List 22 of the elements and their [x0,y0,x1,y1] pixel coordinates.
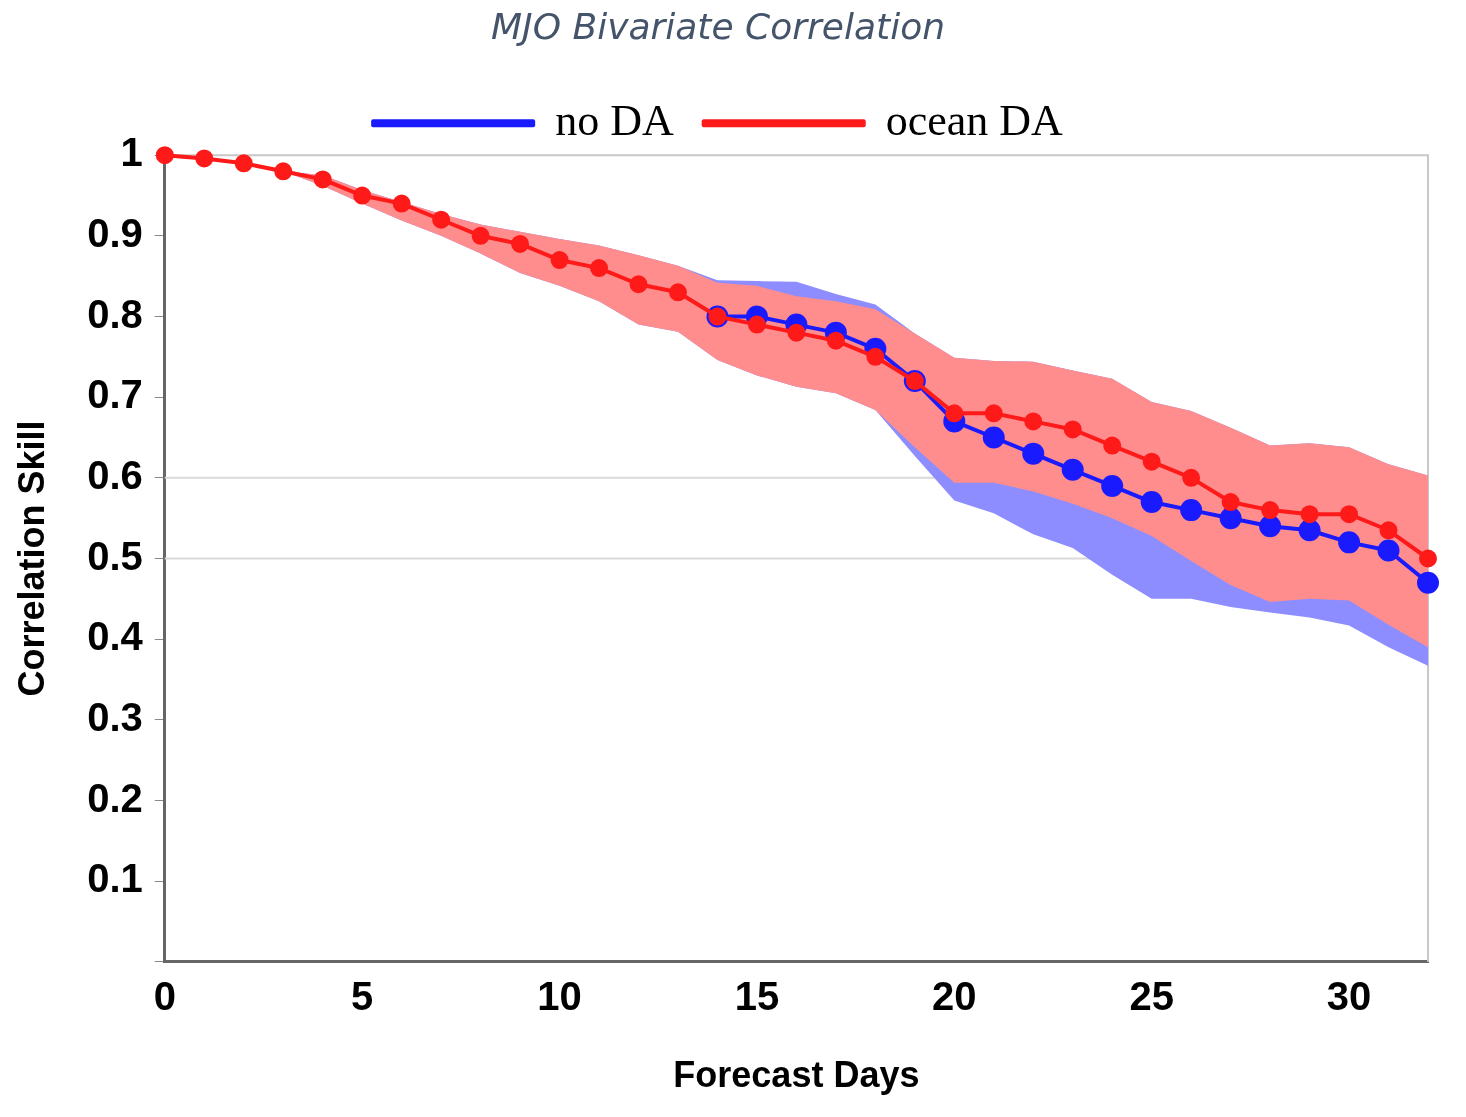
x-tick-label: 30 [1326,973,1372,1018]
legend-label: ocean DA [885,95,1064,145]
y-tick-label: 0.6 [87,452,143,497]
y-tick-label: 0.4 [87,614,144,659]
y-tick-label: 0.2 [87,775,143,820]
x-axis-title: Forecast Days [673,1054,920,1096]
y-tick-label: 0.5 [87,533,143,578]
x-tick-label: 5 [351,973,374,1018]
y-tick-label: 0.3 [87,694,143,739]
x-tick-label: 25 [1129,973,1174,1018]
legend-label: no DA [555,95,674,145]
x-tick-label: 0 [153,973,176,1018]
x-tick-label: 20 [932,973,977,1018]
x-tick-label: 10 [537,973,582,1018]
y-tick-label: 0.8 [87,291,143,336]
x-tick-label: 15 [734,973,780,1018]
y-tick-label: 0.7 [87,372,143,417]
chart-title: MJO Bivariate Correlation [490,5,946,47]
y-tick-label: 1 [120,130,143,175]
y-axis-title: Correlation Skill [10,420,52,697]
y-tick-label: 0.1 [87,856,143,901]
y-tick-label: 0.9 [87,210,143,255]
